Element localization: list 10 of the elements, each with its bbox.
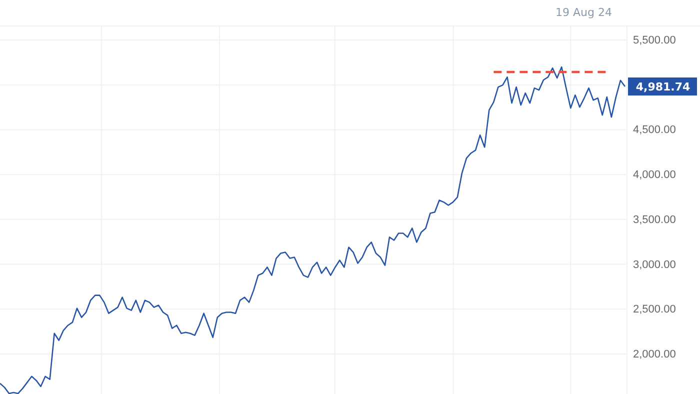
line-series: [0, 66, 626, 394]
y-tick-label: 3,000.00: [633, 258, 676, 271]
y-tick-label: 4,500.00: [633, 124, 676, 136]
y-tick-label: 3,500.00: [633, 214, 676, 226]
y-tick-label: 2,500.00: [633, 304, 676, 316]
text: 19 Aug 24: [556, 6, 612, 19]
y-tick-label: 2,000.00: [633, 348, 676, 361]
y-tick-label: 4,000.00: [633, 169, 676, 182]
data-label: 4,981.74: [636, 80, 690, 94]
y-tick-label: 5,500.00: [633, 34, 676, 47]
